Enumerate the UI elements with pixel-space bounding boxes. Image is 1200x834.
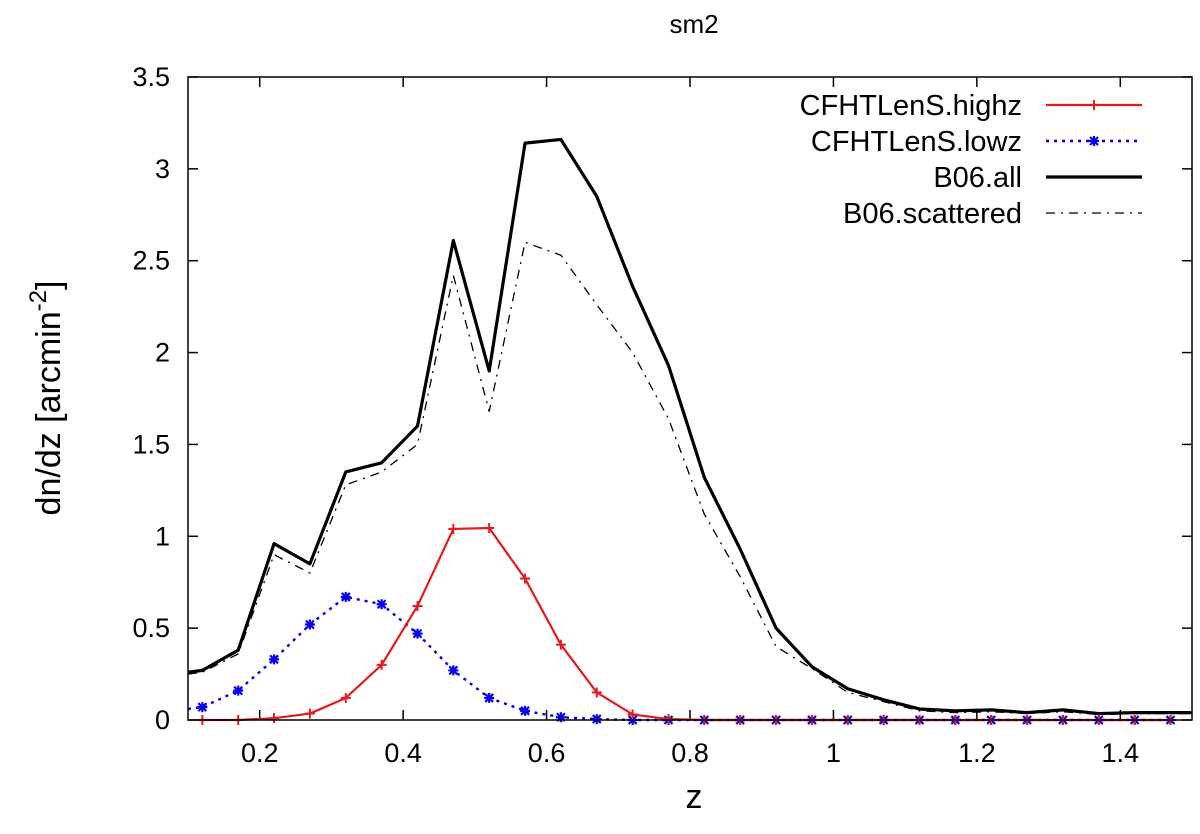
data-point-star xyxy=(520,705,531,716)
x-axis-title: z xyxy=(686,778,703,816)
data-point-star xyxy=(197,702,208,713)
x-tick-label: 0.6 xyxy=(528,738,566,768)
series-line-b06-all xyxy=(187,137,1192,716)
data-point-star xyxy=(376,599,387,610)
data-point-star xyxy=(269,654,280,665)
y-axis-title-sup: -2 xyxy=(25,290,52,311)
legend-label: CFHTLenS.lowz xyxy=(811,126,1022,158)
data-point-star xyxy=(448,665,459,676)
x-tick-label: 1 xyxy=(826,738,841,768)
y-tick-label: 0.5 xyxy=(132,613,170,643)
data-point-plus xyxy=(591,687,602,698)
data-point-plus xyxy=(448,523,459,534)
y-axis-title-suffix: ] xyxy=(30,281,68,290)
data-point-star xyxy=(591,714,602,725)
data-point-plus xyxy=(376,659,387,670)
data-point-plus xyxy=(520,573,531,584)
data-point-plus xyxy=(412,601,423,612)
data-point-star xyxy=(484,692,495,703)
axes-ticks: 0 0.5 1 1.5 2 2.5 3 3.5 0.2 0.4 0.6 0.8 1 1.2 1.4 xyxy=(132,62,1192,768)
data-point-plus xyxy=(555,639,566,650)
chart-title: sm2 xyxy=(669,9,718,39)
data-point-star xyxy=(340,591,351,602)
data-point-plus xyxy=(269,713,280,724)
data-point-star xyxy=(1089,136,1099,146)
data-point-plus xyxy=(340,692,351,703)
y-tick-label: 0 xyxy=(155,705,170,735)
plot-area xyxy=(187,137,1192,725)
data-point-star xyxy=(412,628,423,639)
y-tick-label: 2.5 xyxy=(132,246,170,276)
data-point-star xyxy=(304,619,315,630)
series-line-b06-scattered xyxy=(187,241,1192,716)
data-point-star xyxy=(233,685,244,696)
y-tick-label: 1 xyxy=(155,521,170,551)
x-tick-label: 1.4 xyxy=(1102,738,1140,768)
data-point-plus xyxy=(304,708,315,719)
y-tick-label: 1.5 xyxy=(132,429,170,459)
x-tick-label: 0.2 xyxy=(241,738,279,768)
y-tick-label: 3 xyxy=(155,154,170,184)
x-tick-label: 0.8 xyxy=(671,738,709,768)
data-point-plus xyxy=(484,523,495,534)
data-point-plus xyxy=(1089,100,1099,110)
y-tick-label: 2 xyxy=(155,338,170,368)
data-point-plus xyxy=(627,709,638,720)
y-axis-title: dn/dz [arcmin-2] xyxy=(25,281,68,516)
legend-label: B06.scattered xyxy=(843,198,1022,230)
y-tick-label: 3.5 xyxy=(132,62,170,92)
x-tick-label: 1.2 xyxy=(958,738,996,768)
series-line-cfhtlens-highz xyxy=(202,526,1171,722)
x-tick-label: 0.4 xyxy=(384,738,422,768)
data-point-plus xyxy=(663,714,674,725)
legend: CFHTLenS.highz CFHTLenS.lowz B06.all B06.sc… xyxy=(800,90,1142,230)
legend-label: B06.all xyxy=(933,162,1022,194)
plot-frame xyxy=(187,76,1193,721)
legend-label: CFHTLenS.highz xyxy=(800,90,1022,122)
y-axis-title-main: dn/dz [arcmin xyxy=(30,311,68,515)
